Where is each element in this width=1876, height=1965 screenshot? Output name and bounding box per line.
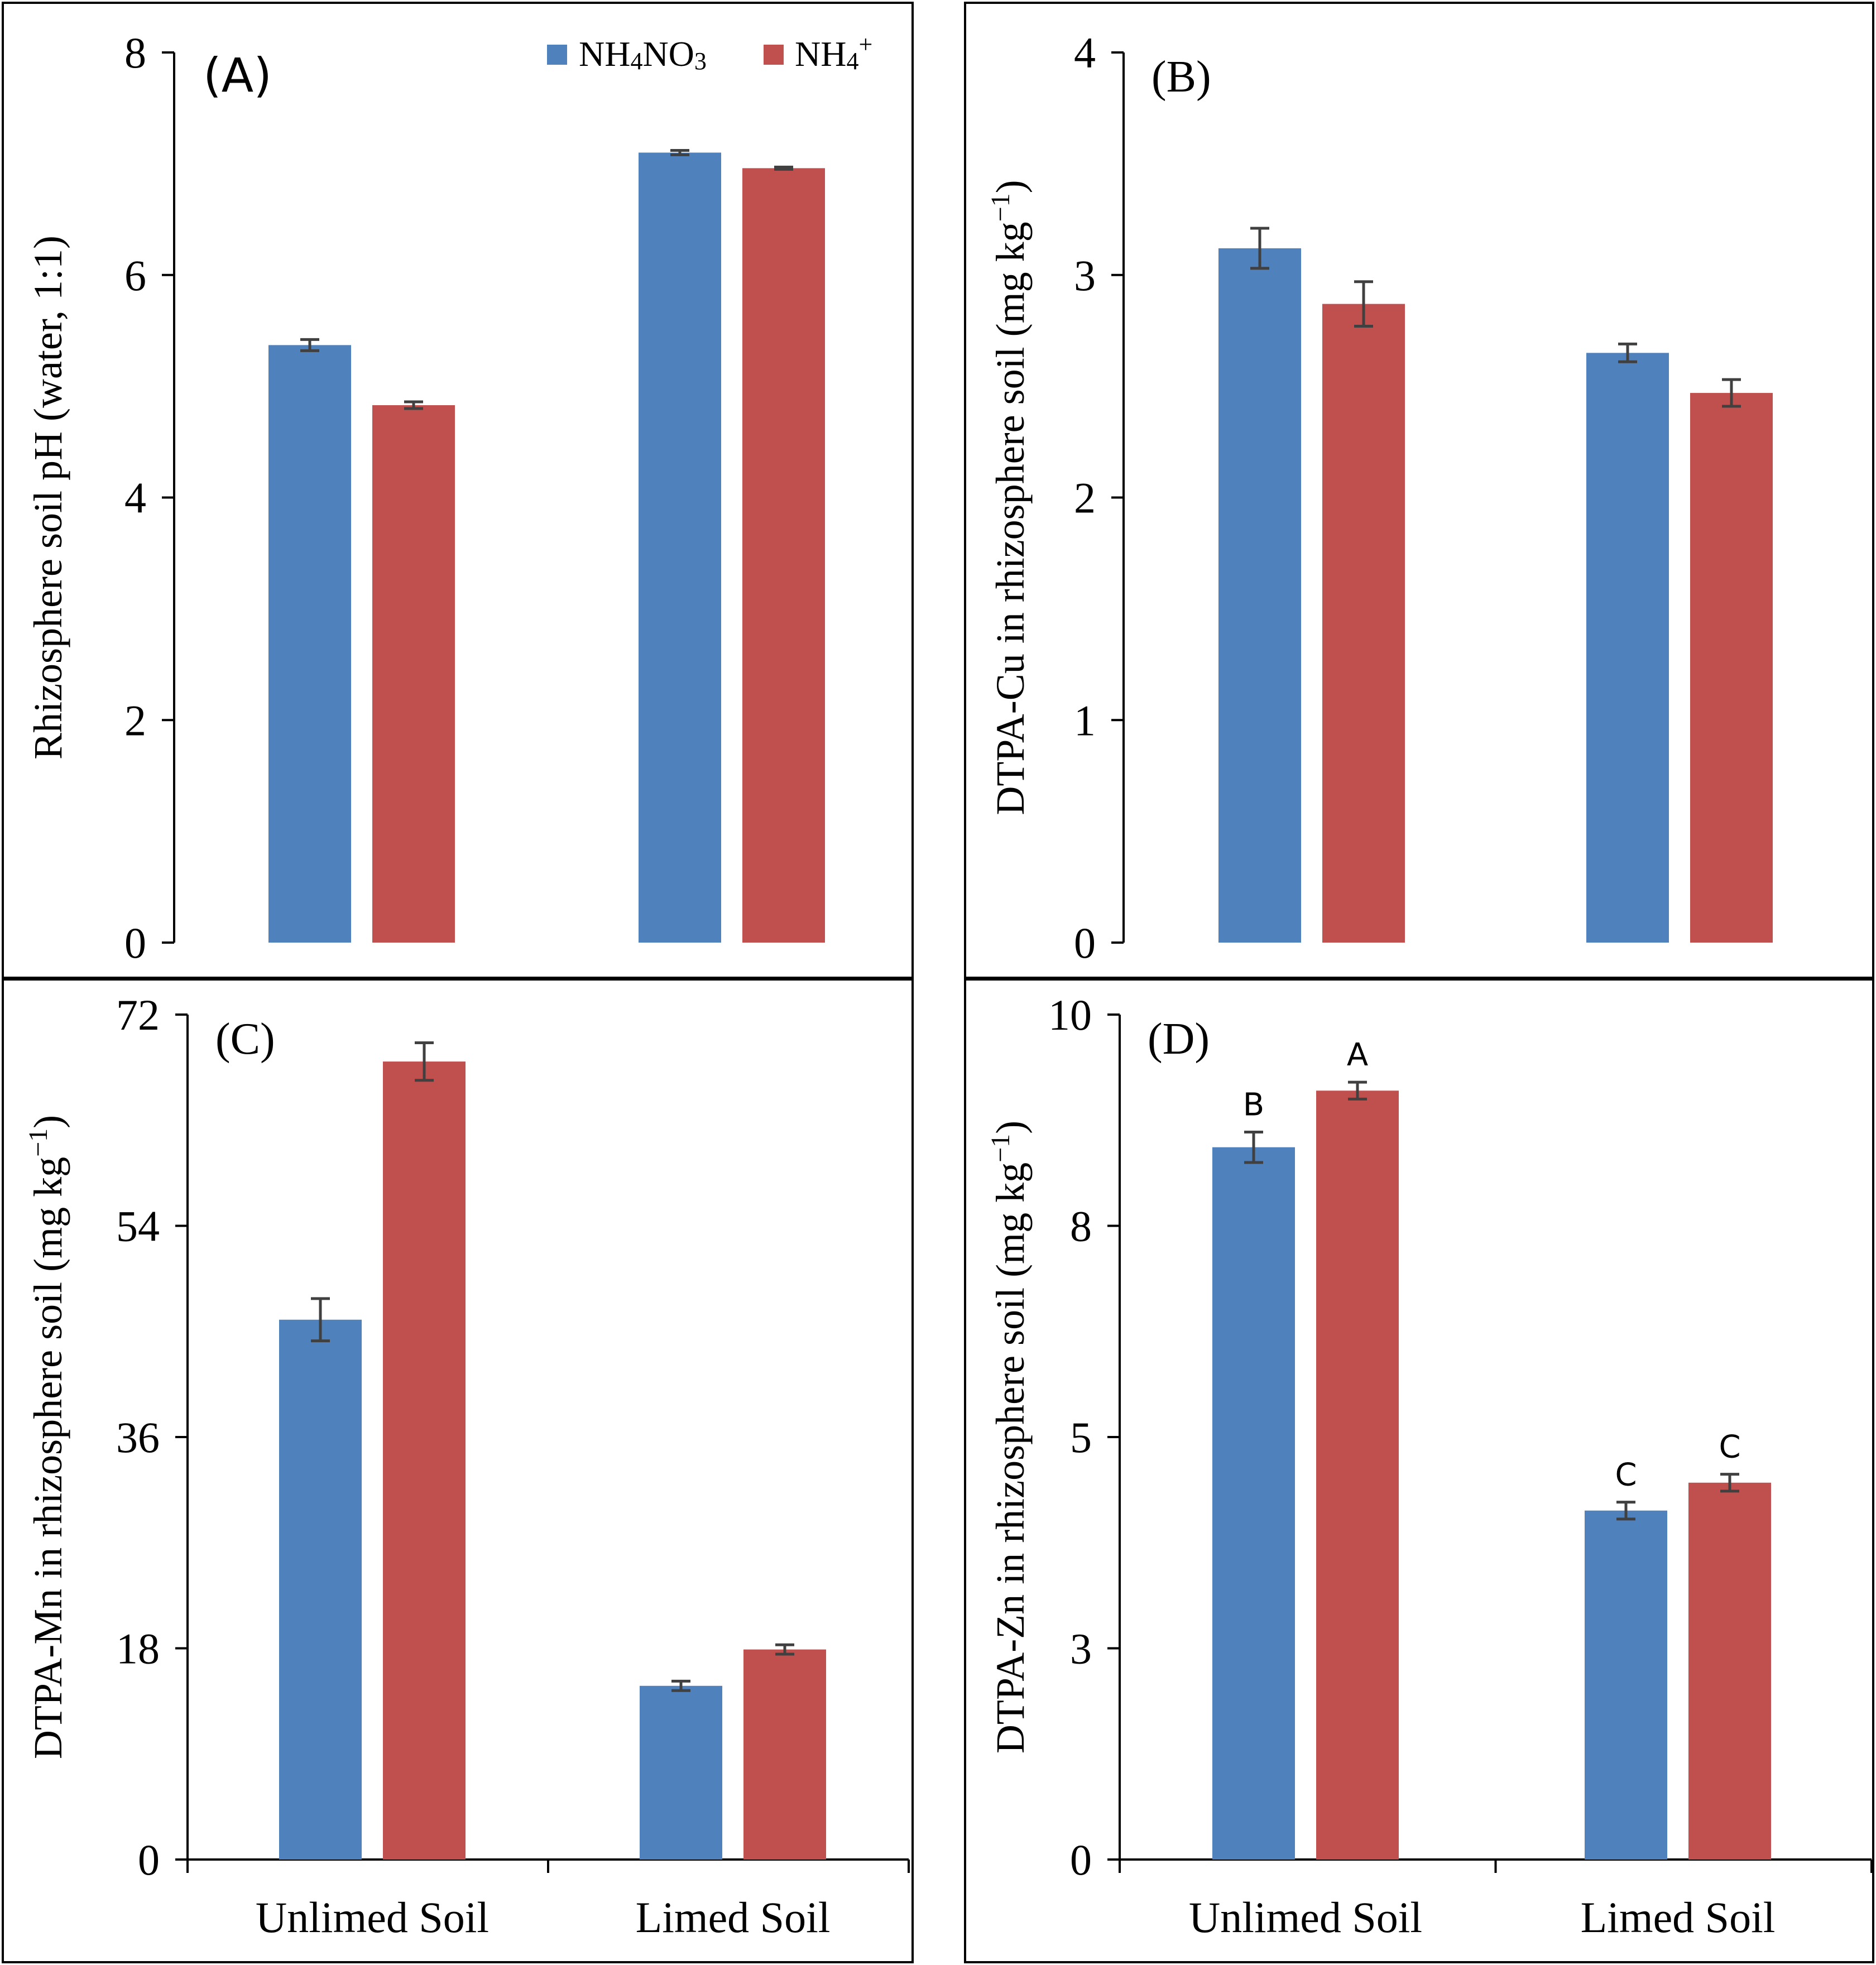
error-bar bbox=[1250, 227, 1269, 270]
bar bbox=[640, 1685, 722, 1860]
y-tick-label: 2 bbox=[124, 696, 146, 744]
bar bbox=[268, 345, 351, 943]
y-axis-label: DTPA-Cu in rhizosphere soil (mg kg−1) bbox=[986, 180, 1033, 815]
error-bar bbox=[1618, 342, 1637, 363]
x-tick-label: Unlimed Soil bbox=[1189, 1893, 1422, 1942]
y-tick-label: 10 bbox=[1048, 991, 1092, 1039]
significance-letter: C bbox=[1615, 1457, 1637, 1493]
bar bbox=[279, 1319, 362, 1860]
chart-panel: 0 1 2 3 4 (B) DTPA-Cu in rhizosphere soil (mg … bbox=[964, 2, 1874, 981]
y-tick-label: 0 bbox=[1074, 919, 1096, 967]
x-tick-label: Limed Soil bbox=[636, 1893, 831, 1942]
error-bar bbox=[300, 338, 319, 352]
error-bar bbox=[1348, 1080, 1367, 1101]
bar bbox=[383, 1061, 466, 1860]
y-tick-label: 3 bbox=[1070, 1625, 1092, 1673]
bar bbox=[743, 1649, 826, 1860]
significance-letter: C bbox=[1719, 1429, 1740, 1466]
y-tick-label: 8 bbox=[124, 28, 146, 77]
y-tick-label: 72 bbox=[116, 991, 160, 1039]
y-tick-label: 0 bbox=[124, 919, 146, 967]
bar bbox=[742, 168, 825, 943]
error-bar bbox=[311, 1297, 330, 1343]
y-tick-label: 3 bbox=[1074, 251, 1096, 300]
chart-panel: 0 3 5 8 10 Unlimed Soil Limed Soil B C A C (D) DTPA-… bbox=[964, 977, 1874, 1963]
error-bar bbox=[1616, 1501, 1635, 1521]
error-bar bbox=[1720, 1473, 1739, 1493]
y-tick-label: 1 bbox=[1074, 696, 1096, 744]
legend-label-nh4: NH4+ bbox=[795, 31, 872, 75]
significance-letter: A bbox=[1347, 1037, 1368, 1073]
y-tick-label: 8 bbox=[1070, 1202, 1092, 1251]
error-bar bbox=[671, 1679, 690, 1692]
legend-label-nh4no3: NH4NO3 bbox=[579, 34, 707, 75]
y-tick-label: 4 bbox=[124, 474, 146, 522]
panel-frame bbox=[964, 2, 1874, 981]
panel-label: (B) bbox=[1151, 52, 1211, 102]
significance-letter: B bbox=[1243, 1087, 1264, 1123]
y-tick-label: 18 bbox=[116, 1625, 160, 1673]
error-bar bbox=[670, 148, 689, 156]
bar bbox=[639, 152, 721, 943]
chart-panel: 0 2 4 6 8 (A) Rhizosphere soil pH (water, 1:1) bbox=[2, 2, 914, 981]
panel-label: (D) bbox=[1148, 1015, 1210, 1064]
y-tick-label: 36 bbox=[116, 1413, 160, 1462]
error-bar bbox=[1722, 378, 1741, 408]
error-bar bbox=[775, 1643, 794, 1656]
legend-swatch bbox=[764, 45, 784, 65]
error-bar bbox=[774, 165, 793, 171]
y-tick-label: 0 bbox=[138, 1836, 160, 1884]
y-tick-label: 4 bbox=[1074, 28, 1096, 77]
bar bbox=[1690, 393, 1773, 943]
y-tick-label: 5 bbox=[1070, 1413, 1092, 1462]
y-axis-label: Rhizosphere soil pH (water, 1:1) bbox=[26, 236, 70, 760]
error-bar bbox=[415, 1041, 434, 1082]
y-tick-label: 0 bbox=[1070, 1836, 1092, 1884]
x-tick-label: Unlimed Soil bbox=[256, 1893, 489, 1942]
y-tick-label: 6 bbox=[124, 251, 146, 300]
panel-label: (A) bbox=[203, 48, 272, 103]
bar bbox=[1218, 248, 1301, 943]
panel-frame bbox=[2, 2, 914, 981]
bar bbox=[372, 405, 455, 943]
legend: NH4NO3 NH4+ bbox=[547, 31, 872, 75]
panel-frame bbox=[964, 977, 1874, 1963]
error-bar bbox=[1354, 280, 1373, 328]
bar bbox=[1316, 1090, 1399, 1860]
y-axis-label: DTPA-Zn in rhizosphere soil (mg kg−1) bbox=[986, 1121, 1033, 1753]
x-tick-label: Limed Soil bbox=[1581, 1893, 1776, 1942]
error-bar bbox=[1244, 1130, 1263, 1164]
panel-label: (C) bbox=[215, 1015, 275, 1064]
bar bbox=[1212, 1147, 1295, 1860]
y-tick-label: 54 bbox=[116, 1202, 160, 1251]
y-axis-label: DTPA-Mn in rhizosphere soil (mg kg−1) bbox=[23, 1115, 70, 1759]
bar bbox=[1322, 304, 1405, 943]
bar bbox=[1586, 353, 1669, 943]
y-tick-label: 2 bbox=[1074, 474, 1096, 522]
bar bbox=[1585, 1510, 1667, 1860]
error-bar bbox=[404, 400, 423, 410]
bar bbox=[1688, 1482, 1771, 1860]
chart-panel: 0 18 36 54 72 Unlimed Soil Limed Soil (C) DTPA-M… bbox=[2, 977, 914, 1963]
panel-frame bbox=[2, 977, 914, 1963]
legend-swatch bbox=[547, 45, 567, 65]
